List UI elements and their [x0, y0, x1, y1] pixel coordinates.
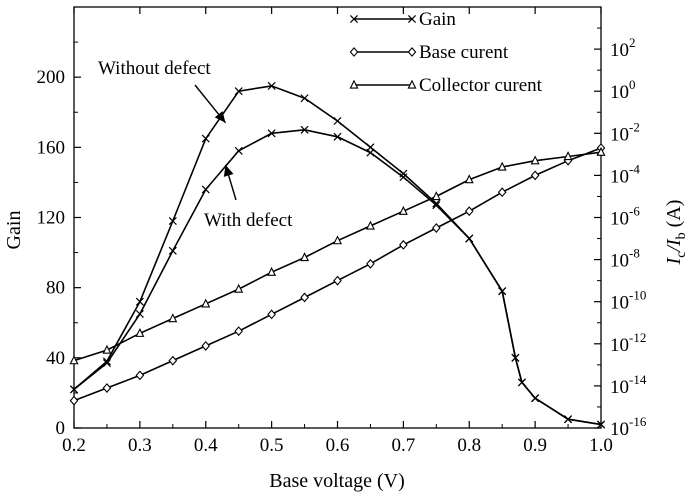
- chart: 0.2 0.3 0.4 0.5 0.6 0.7 0.8 0.9 1.00408012016020…: [0, 0, 700, 499]
- legend-item: Base curent: [350, 42, 508, 63]
- tick-exponent: -12: [629, 330, 646, 345]
- marker-diamond: [70, 397, 77, 405]
- x-tick-label: 0.5: [260, 435, 284, 456]
- marker-diamond: [367, 260, 374, 268]
- x-tick-label: 0.8: [457, 435, 481, 456]
- y-left-tick-label: 80: [46, 278, 65, 299]
- plot-area: [70, 82, 604, 428]
- marker-x: [532, 395, 539, 402]
- marker-x: [367, 149, 374, 156]
- tick-base: 10: [610, 419, 629, 440]
- tick-base: 10: [610, 209, 629, 230]
- tick-exponent: 2: [629, 35, 636, 50]
- y-right-tick-label: 10-4: [610, 161, 640, 187]
- annotation-text: Without defect: [98, 58, 211, 79]
- marker-x: [136, 310, 143, 317]
- marker-x: [466, 235, 473, 242]
- marker-x: [202, 135, 209, 142]
- tick-base: 10: [610, 40, 629, 61]
- marker-diamond: [408, 48, 415, 56]
- annotation-text: With defect: [204, 210, 293, 231]
- tick-exponent: 0: [629, 77, 636, 92]
- marker-diamond: [301, 293, 308, 301]
- y-right-tick-label: 10-10: [610, 288, 646, 314]
- tick-base: 10: [610, 335, 629, 356]
- y-left-tick-label: 40: [46, 348, 65, 369]
- y-right-tick-label: 10-12: [610, 330, 646, 356]
- tick-exponent: -6: [629, 204, 640, 219]
- annotations: Without defect With defect: [98, 58, 293, 231]
- marker-diamond: [136, 371, 143, 379]
- y-left-tick-label: 200: [37, 67, 66, 88]
- marker-diamond: [235, 327, 242, 335]
- tick-exponent: -16: [629, 414, 647, 429]
- right-axis-title-unit: (A): [663, 200, 685, 233]
- tick-base: 10: [610, 82, 629, 103]
- y-left-tick-label: 160: [37, 137, 66, 158]
- y-right-tick-label: 10-8: [610, 246, 640, 272]
- marker-x: [334, 117, 341, 124]
- right-axis-title-sub2: b: [674, 232, 689, 239]
- marker-diamond: [103, 384, 110, 392]
- marker-diamond: [334, 277, 341, 285]
- marker-diamond: [499, 188, 506, 196]
- y-right-tick-label: 100: [610, 77, 636, 103]
- marker-x: [136, 298, 143, 305]
- y-right-tick-label: 10-14: [610, 372, 647, 398]
- marker-x: [301, 95, 308, 102]
- y-right-tick-label: 10-6: [610, 204, 640, 230]
- y-left-tick-label: 120: [37, 208, 66, 229]
- tick-base: 10: [610, 124, 629, 145]
- x-tick-label: 0.7: [392, 435, 416, 456]
- x-tick-label: 0.3: [128, 435, 152, 456]
- tick-exponent: -14: [629, 372, 647, 387]
- marker-x: [169, 217, 176, 224]
- marker-diamond: [433, 224, 440, 232]
- x-tick-label: 0.6: [326, 435, 350, 456]
- legend-label: Base curent: [419, 42, 509, 63]
- tick-base: 10: [610, 251, 629, 272]
- tick-exponent: -8: [629, 246, 640, 261]
- marker-diamond: [400, 241, 407, 249]
- y-right-tick-label: 10-16: [610, 414, 647, 440]
- tick-exponent: -4: [629, 161, 640, 176]
- marker-x: [202, 186, 209, 193]
- tick-exponent: -2: [629, 119, 640, 134]
- legend-label: Collector curent: [419, 75, 543, 96]
- marker-diamond: [466, 207, 473, 215]
- tick-base: 10: [610, 293, 629, 314]
- x-tick-label: 0.4: [194, 435, 218, 456]
- tick-base: 10: [610, 377, 629, 398]
- y-right-tick-label: 10-2: [610, 119, 640, 145]
- marker-x: [169, 247, 176, 254]
- x-tick-label: 0.9: [523, 435, 547, 456]
- series-line: [74, 152, 601, 360]
- series-gain: [70, 82, 604, 428]
- legend-label: Gain: [419, 9, 456, 30]
- annotation-arrowhead: [224, 165, 234, 177]
- left-axis-title: Gain: [3, 211, 25, 250]
- marker-diamond: [532, 171, 539, 179]
- tick-base: 10: [610, 166, 629, 187]
- marker-diamond: [202, 342, 209, 350]
- legend: Gain Base curent Collector curent: [350, 9, 542, 96]
- marker-x: [235, 147, 242, 154]
- x-axis-title: Base voltage (V): [269, 470, 405, 492]
- y-right-tick-label: 102: [610, 35, 636, 61]
- series-line: [74, 148, 601, 401]
- marker-diamond: [169, 357, 176, 365]
- annotation: Without defect: [98, 58, 226, 123]
- marker-diamond: [350, 48, 357, 56]
- marker-diamond: [268, 310, 275, 318]
- tick-exponent: -10: [629, 288, 646, 303]
- legend-item: Collector curent: [350, 75, 542, 96]
- right-axis-title: Ic/Ib (A): [663, 200, 689, 266]
- x-tick-label: 0.2: [62, 435, 86, 456]
- y-left-tick-label: 0: [56, 418, 66, 439]
